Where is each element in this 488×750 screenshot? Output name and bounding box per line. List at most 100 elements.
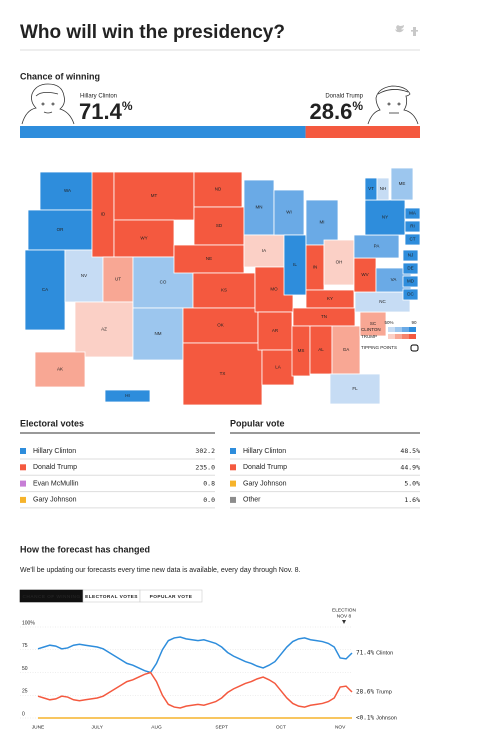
state-label: CT — [410, 237, 416, 242]
state-label: SC — [370, 321, 377, 326]
value-label: <0.1% — [356, 714, 374, 721]
state-label: NH — [380, 186, 387, 191]
series-label: Trump — [376, 689, 392, 695]
state-label: AL — [318, 347, 324, 352]
table-title: Electoral votes — [20, 418, 84, 428]
state-label: MO — [270, 287, 278, 292]
row-value: 1.6% — [404, 496, 420, 504]
legend-scale-label: 50% — [384, 320, 393, 325]
legend-swatch — [409, 334, 416, 339]
table-title: Popular vote — [230, 418, 285, 428]
state — [273, 189, 305, 236]
state — [331, 325, 361, 375]
state-label: NC — [379, 299, 386, 304]
state-label: SD — [216, 223, 223, 228]
state-label: CO — [160, 280, 167, 285]
state-label: MI — [320, 220, 325, 225]
state-label: FL — [352, 386, 358, 391]
annotation: NOV 8 — [337, 613, 352, 619]
state — [404, 220, 421, 233]
row-name: Donald Trump — [243, 464, 287, 471]
swatch — [230, 496, 236, 503]
state-label: ID — [101, 212, 106, 217]
legend-swatch — [395, 327, 402, 332]
state-label: OH — [336, 260, 343, 265]
state-label: MT — [151, 193, 158, 198]
tab[interactable] — [139, 589, 203, 603]
state-label: WY — [140, 236, 147, 241]
twitter-icon[interactable] — [395, 25, 404, 33]
tab-label: POPULAR VOTE — [150, 594, 193, 600]
facebook-icon-bar — [411, 30, 418, 32]
legend-swatch — [395, 334, 402, 339]
legend-label: TRUMP — [361, 334, 377, 339]
state-label: UT — [115, 277, 121, 282]
row-value: 44.9% — [400, 463, 420, 471]
y-tick-label: 75 — [22, 643, 28, 649]
state-label: ND — [215, 187, 222, 192]
row-name: Other — [243, 497, 261, 504]
state-label: IL — [293, 262, 297, 267]
state-label: WA — [64, 188, 71, 193]
state-label: RI — [410, 224, 415, 229]
state-label: KY — [327, 296, 333, 301]
state-label: CA — [42, 287, 48, 292]
x-tick-label: AUG — [151, 724, 162, 730]
state — [113, 171, 195, 221]
state — [402, 288, 419, 301]
legend-swatch — [409, 327, 416, 332]
legend-swatch — [388, 327, 395, 332]
legend-swatch — [388, 334, 395, 339]
annotation: ELECTION — [332, 607, 357, 613]
value-label: 28.6% — [356, 688, 374, 695]
state — [173, 244, 245, 274]
x-tick-label: NOV — [335, 724, 346, 730]
section-title: How the forecast has changed — [20, 544, 150, 554]
row-value: 48.5% — [400, 447, 420, 455]
state-label: MA — [409, 211, 416, 216]
candidate-chance: 71.4% — [79, 99, 133, 124]
state-label: NV — [81, 273, 87, 278]
state-label: AK — [57, 367, 63, 372]
state-label: MS — [298, 348, 305, 353]
state — [34, 351, 86, 388]
state-label: VT — [368, 186, 374, 191]
page-title: Who will win the presidency? — [20, 22, 285, 43]
state — [359, 311, 387, 337]
state-label: OK — [217, 323, 224, 328]
y-tick-label: 25 — [22, 689, 28, 695]
series-label: Johnson — [376, 715, 397, 721]
section-subtitle: We'll be updating our forecasts every ti… — [20, 567, 301, 574]
swatch — [230, 448, 236, 454]
value-label: 71.4% — [356, 650, 374, 657]
tipping-icon — [410, 344, 419, 352]
state-label: WV — [361, 272, 368, 277]
chance-bar — [305, 126, 420, 138]
tab-label: ELECTORAL VOTES — [85, 594, 138, 600]
state-label: VA — [391, 277, 397, 282]
candidate-name: Donald Trump — [325, 94, 363, 100]
state — [390, 167, 414, 201]
swatch — [230, 464, 236, 471]
state-label: PA — [374, 244, 380, 249]
state-label: GA — [343, 347, 350, 352]
state — [182, 342, 263, 406]
legend-label: TIPPING POINTS — [361, 345, 397, 350]
map: WA OR CA NV ID MT WY UT AZ CO NM ND SD NE KS OK TX MN IA MO… — [24, 167, 421, 406]
state-label: WI — [286, 210, 292, 215]
section-title: Chance of winning — [20, 71, 100, 81]
swatch — [20, 496, 26, 503]
state-label: IA — [262, 248, 266, 253]
state — [64, 249, 104, 303]
state-label: NM — [155, 331, 162, 336]
state — [74, 301, 134, 358]
series-line — [37, 636, 353, 674]
state — [257, 311, 293, 351]
row-value: 235.0 — [195, 463, 215, 471]
chance-bar — [20, 126, 306, 138]
state-label: MN — [256, 205, 263, 210]
state — [261, 349, 295, 386]
state-label: DC — [407, 292, 414, 297]
state — [402, 262, 419, 275]
